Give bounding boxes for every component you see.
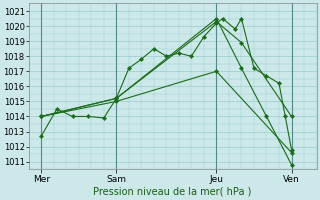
X-axis label: Pression niveau de la mer( hPa ): Pression niveau de la mer( hPa ): [93, 187, 252, 197]
